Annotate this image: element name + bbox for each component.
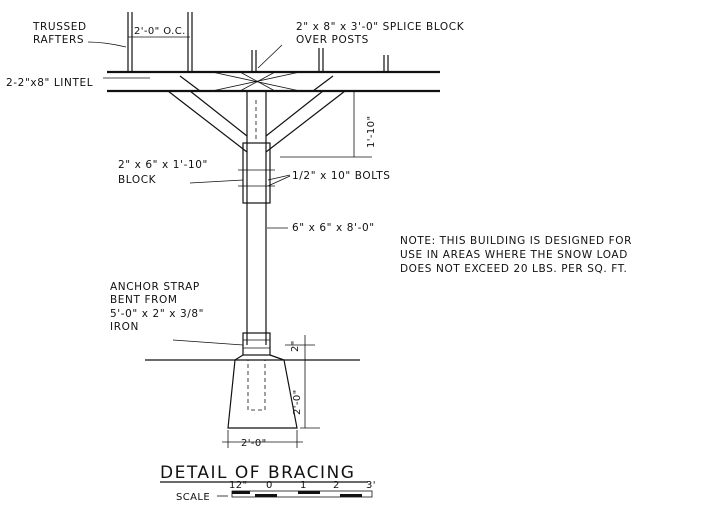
- anchor-label-2: BENT FROM: [110, 294, 178, 306]
- lintel: [107, 70, 440, 93]
- splice-block-label-2: OVER POSTS: [296, 34, 369, 46]
- anchor-label-4: IRON: [110, 321, 139, 333]
- spacing-label: 2'-0" O.C.: [134, 26, 186, 37]
- trussed-rafters-label-1: TRUSSED: [32, 21, 87, 33]
- anchor-strap: [242, 332, 271, 356]
- lintel-label: 2-2"x8" LINTEL: [6, 77, 93, 89]
- trussed-rafters: [127, 12, 389, 72]
- scale-tick-3ft: 3': [366, 480, 376, 491]
- footing-width-dimension: 2'-0": [222, 430, 303, 449]
- splice-block-label-1: 2" x 8" x 3'-0" SPLICE BLOCK: [296, 21, 465, 33]
- spacing-dimension: 2'-0" O.C.: [128, 26, 190, 38]
- dim-2in-label: 2": [290, 340, 301, 352]
- block-label-1: 2" x 6" x 1'-10": [118, 159, 208, 171]
- leader-lines: [87, 41, 291, 346]
- bolts-label: 1/2" x 10" BOLTS: [292, 170, 391, 182]
- splice-block: [211, 71, 301, 92]
- brace-height-dimension: 1'-10": [280, 90, 377, 158]
- scale-bar: SCALE 12" 0 1 2 3': [176, 480, 376, 503]
- scale-tick-1: 1: [300, 480, 307, 491]
- anchor-label-3: 5'-0" x 2" x 3/8": [110, 308, 204, 320]
- post-label: 6" x 6" x 8'-0": [292, 222, 375, 234]
- scale-tick-12in: 12": [229, 480, 248, 491]
- anchor-label-1: ANCHOR STRAP: [110, 281, 200, 293]
- footing: [227, 354, 298, 429]
- footing-depth-dimension: 2" 2'-0": [285, 335, 320, 429]
- note-line-2: USE IN AREAS WHERE THE SNOW LOAD: [400, 249, 628, 261]
- brace-height-label: 1'-10": [366, 116, 377, 148]
- block-label-2: BLOCK: [118, 174, 157, 186]
- block: [238, 142, 275, 204]
- trussed-rafters-label-2: RAFTERS: [33, 34, 84, 46]
- scale-label: SCALE: [176, 492, 210, 503]
- post: [246, 91, 267, 345]
- braces: [167, 75, 346, 153]
- scale-tick-2: 2: [333, 480, 340, 491]
- note-line-3: DOES NOT EXCEED 20 LBS. PER SQ. FT.: [400, 263, 627, 275]
- dim-depth-label: 2'-0": [292, 389, 303, 415]
- dim-width-label: 2'-0": [241, 438, 267, 449]
- note-line-1: NOTE: THIS BUILDING IS DESIGNED FOR: [400, 235, 632, 247]
- drawing-title: DETAIL OF BRACING: [160, 463, 355, 483]
- scale-tick-0: 0: [266, 480, 273, 491]
